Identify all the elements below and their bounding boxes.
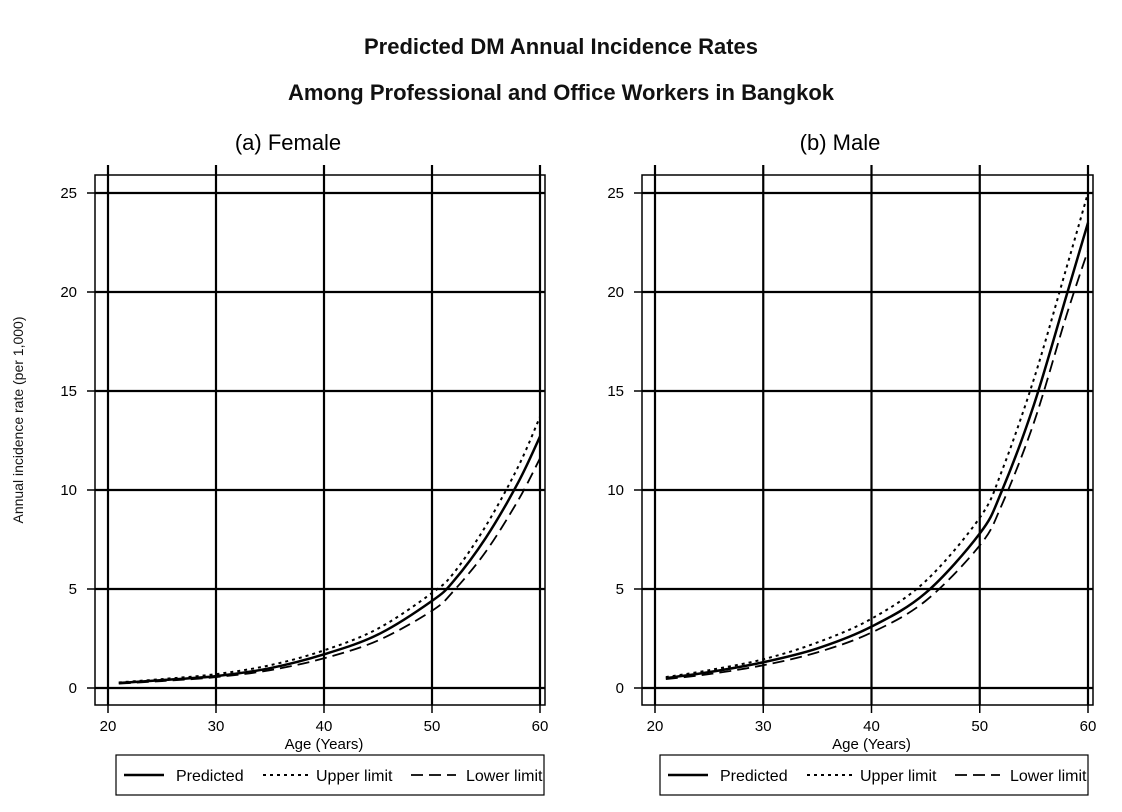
x-axis-label: Age (Years) xyxy=(832,736,911,753)
legend-box xyxy=(115,754,545,796)
x-tick-label: 40 xyxy=(316,718,333,735)
chart-subtitle: Among Professional and Office Workers in… xyxy=(287,80,835,105)
y-tick-label: 10 xyxy=(607,482,624,499)
x-tick-label: 60 xyxy=(1080,718,1097,735)
x-tick-label: 30 xyxy=(208,718,225,735)
series-line-predicted xyxy=(665,222,1090,680)
y-tick-label: 25 xyxy=(60,185,77,202)
legend-label: Lower limit xyxy=(466,768,543,785)
plot-frame xyxy=(641,174,1094,706)
legend-label: Lower limit xyxy=(1010,768,1087,785)
y-tick-label: 20 xyxy=(60,284,77,301)
x-axis-label: Age (Years) xyxy=(285,736,364,753)
y-tick-label: 0 xyxy=(616,680,624,697)
plot-frame xyxy=(94,174,546,706)
panel-title: (a) Female xyxy=(235,130,341,155)
y-tick-label: 25 xyxy=(607,185,624,202)
y-tick-label: 15 xyxy=(607,383,624,400)
legend-label: Predicted xyxy=(720,768,788,785)
x-tick-label: 50 xyxy=(971,718,988,735)
panel-title: (b) Male xyxy=(800,130,881,155)
legend: Predicted Upper limit Lower limit xyxy=(115,754,545,796)
y-tick-label: 5 xyxy=(616,581,624,598)
y-tick-label: 10 xyxy=(60,482,77,499)
legend: Predicted Upper limit Lower limit xyxy=(659,754,1089,796)
legend-label: Upper limit xyxy=(316,768,393,785)
series-line-predicted xyxy=(118,436,542,685)
x-tick-label: 30 xyxy=(755,718,772,735)
legend-box xyxy=(659,754,1089,796)
series-line-upper-limit xyxy=(118,416,541,684)
x-tick-label: 20 xyxy=(647,718,664,735)
x-tick-label: 50 xyxy=(424,718,441,735)
chart-title: Predicted DM Annual Incidence Rates xyxy=(363,34,759,59)
series-line-lower-limit xyxy=(118,457,541,685)
y-tick-label: 20 xyxy=(607,284,624,301)
series-line-lower-limit xyxy=(665,250,1089,680)
panel-female: (a) Female 0 5 10 15 20 25 20 30 40 50 60 Age (Years… xyxy=(60,130,549,796)
legend-label: Upper limit xyxy=(860,768,937,785)
y-tick-label: 5 xyxy=(69,581,77,598)
x-tick-label: 20 xyxy=(100,718,117,735)
y-tick-label: 15 xyxy=(60,383,77,400)
x-tick-label: 60 xyxy=(532,718,549,735)
legend-label: Predicted xyxy=(176,768,244,785)
series-line-upper-limit xyxy=(665,192,1089,679)
y-tick-label: 0 xyxy=(69,680,77,697)
x-tick-label: 40 xyxy=(863,718,880,735)
